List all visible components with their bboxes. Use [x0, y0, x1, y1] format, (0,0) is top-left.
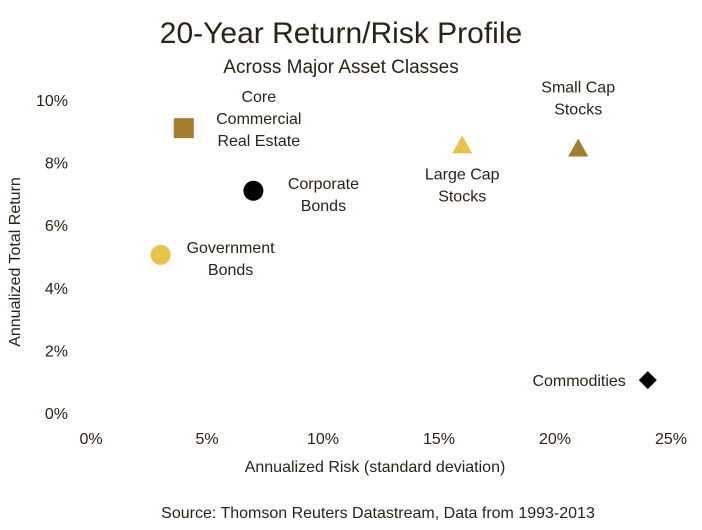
data-point-marker	[150, 244, 171, 265]
data-point-label: Commodities	[532, 373, 625, 390]
data-point-label: Large Cap Stocks	[425, 166, 500, 205]
data-point-label: Corporate Bonds	[288, 176, 359, 215]
data-point-marker	[452, 135, 473, 154]
x-tick-label: 10%	[307, 431, 339, 448]
y-tick-label: 0%	[45, 406, 68, 423]
x-tick-label: 20%	[539, 431, 571, 448]
source-note: Source: Thomson Reuters Datastream, Data…	[161, 505, 595, 522]
data-point-label: Small Cap Stocks	[541, 80, 615, 119]
data-point-label: Core Commercial Real Estate	[216, 89, 301, 150]
data-points: Core Commercial Real Estate Corporate Bonds G…	[150, 80, 657, 390]
chart-subtitle: Across Major Asset Classes	[223, 57, 458, 78]
x-tick-label: 5%	[195, 431, 218, 448]
data-point-label: Government Bonds	[187, 240, 276, 279]
data-point-marker	[173, 118, 194, 139]
data-point-marker	[638, 371, 657, 390]
y-tick-label: 8%	[45, 156, 68, 173]
data-point-marker	[568, 138, 589, 157]
data-point-marker	[243, 180, 264, 201]
y-axis-label: Annualized Total Return	[7, 177, 24, 347]
x-tick-label: 15%	[423, 431, 455, 448]
y-tick-label: 6%	[45, 218, 68, 235]
chart-title: 20-Year Return/Risk Profile	[160, 17, 522, 50]
y-axis-ticks: 0% 2% 4% 6% 8% 10%	[36, 93, 68, 423]
x-axis-label: Annualized Risk (standard deviation)	[245, 459, 506, 476]
x-axis-ticks: 0% 5% 10% 15% 20% 25%	[79, 431, 687, 448]
x-tick-label: 0%	[79, 431, 102, 448]
x-tick-label: 25%	[655, 431, 687, 448]
y-tick-label: 10%	[36, 93, 68, 110]
y-tick-label: 4%	[45, 281, 68, 298]
y-tick-label: 2%	[45, 343, 68, 360]
